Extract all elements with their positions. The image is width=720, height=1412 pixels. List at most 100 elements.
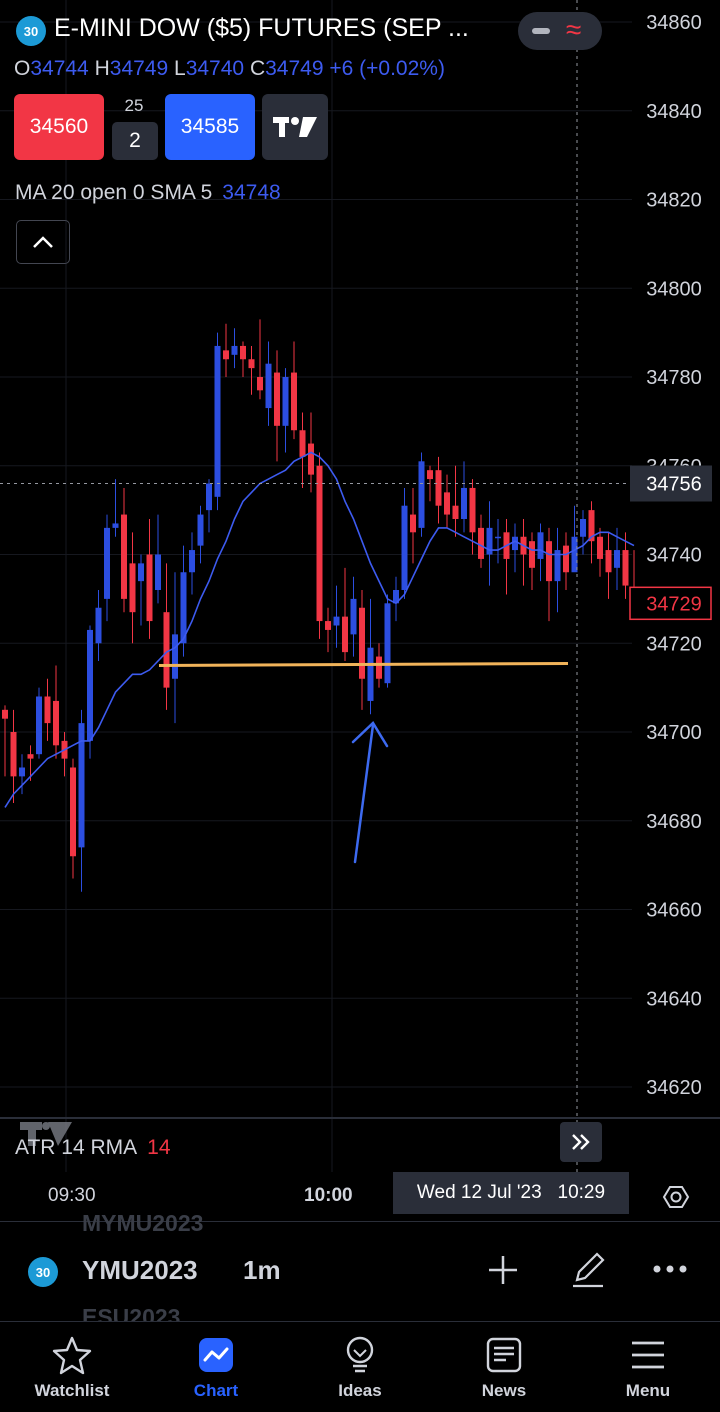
- lightbulb-icon: [346, 1336, 374, 1373]
- candle-body: [350, 598, 357, 635]
- candle-body: [240, 345, 246, 360]
- bottom-navigation: Watchlist Chart Ideas News Menu: [0, 1321, 720, 1412]
- chart-settings-button[interactable]: [662, 1183, 690, 1216]
- spread-value: 25: [124, 96, 144, 115]
- candle-body: [44, 696, 51, 724]
- candle-body: [206, 483, 212, 511]
- legend-toggle[interactable]: ≈: [518, 12, 602, 50]
- symbol-title[interactable]: E-MINI DOW ($5) FUTURES (SEP ...: [54, 14, 469, 42]
- buy-button[interactable]: 34585: [165, 94, 255, 160]
- previous-symbol[interactable]: MYMU2023: [82, 1210, 204, 1236]
- candle-body: [418, 461, 425, 528]
- plus-icon: [489, 1256, 517, 1284]
- last-price-label: 34729: [629, 586, 712, 621]
- price-tick-label: 34720: [646, 633, 702, 655]
- candle-body: [410, 514, 416, 533]
- candle-body: [495, 536, 501, 539]
- candle-body: [78, 723, 85, 848]
- candle-body: [478, 527, 484, 559]
- candle-body: [308, 443, 314, 475]
- candle-body: [291, 372, 297, 431]
- candle-body: [189, 550, 195, 573]
- candle-body: [333, 616, 340, 626]
- candle-body: [53, 700, 59, 746]
- nav-watchlist[interactable]: Watchlist: [0, 1322, 144, 1412]
- candle-body: [223, 350, 229, 360]
- nav-menu-label: Menu: [625, 1381, 671, 1400]
- price-tick-label: 34660: [646, 900, 702, 922]
- sell-button[interactable]: 34560: [14, 94, 104, 160]
- ohlc-values: O34744 H34749 L34740 C34749 +6 (+0.02%): [14, 57, 445, 80]
- candle-body: [316, 465, 323, 622]
- candle-body: [444, 492, 450, 515]
- add-button[interactable]: [486, 1253, 520, 1292]
- candle-body: [512, 536, 518, 551]
- candle-body: [376, 656, 382, 679]
- candle-body: [36, 696, 42, 755]
- crosshair-price-text: 34756: [646, 474, 702, 496]
- candle-body: [265, 363, 272, 409]
- candle-body: [571, 536, 578, 573]
- time-label-0930: 09:30: [48, 1185, 96, 1206]
- candle-body: [121, 514, 127, 599]
- candle-body: [427, 470, 433, 480]
- candle-body: [172, 634, 178, 679]
- nav-news-label: News: [481, 1381, 527, 1400]
- candle-body: [257, 377, 263, 391]
- scroll-to-realtime-button[interactable]: [560, 1122, 602, 1162]
- candle-body: [197, 514, 204, 546]
- chart-icon: [199, 1338, 233, 1372]
- price-tick-label: 34840: [646, 101, 702, 123]
- candle-body: [231, 345, 238, 355]
- drawing-tools-button[interactable]: [569, 1250, 609, 1295]
- candle-body: [597, 536, 603, 559]
- candles: [2, 319, 637, 892]
- candle-body: [299, 430, 306, 457]
- candle-body: [248, 359, 255, 369]
- support-line: [158, 661, 569, 667]
- collapse-legend-button[interactable]: [16, 220, 70, 264]
- nav-ideas-label: Ideas: [338, 1381, 382, 1400]
- price-tick-label: 34620: [646, 1077, 702, 1099]
- candle-body: [452, 505, 459, 519]
- crosshair-time-label: Wed 12 Jul '23 10:29: [393, 1172, 629, 1214]
- candle-body: [325, 621, 331, 630]
- price-tick-label: 34820: [646, 190, 702, 212]
- timeframe-selector[interactable]: 1m: [243, 1255, 281, 1285]
- candle-body: [537, 532, 544, 559]
- candle-body: [435, 470, 442, 506]
- nav-ideas[interactable]: Ideas: [288, 1322, 432, 1412]
- symbol-badge: 30: [16, 16, 46, 46]
- candle-body: [87, 629, 93, 741]
- candle-body: [180, 572, 187, 644]
- candle-body: [10, 732, 17, 777]
- price-tick-label: 34640: [646, 988, 702, 1010]
- price-tick-label: 34700: [646, 722, 702, 744]
- candle-body: [393, 590, 399, 604]
- price-tick-label: 34780: [646, 367, 702, 389]
- candle-body: [359, 607, 365, 679]
- price-tick-label: 34860: [646, 12, 702, 34]
- more-dots-icon: [653, 1265, 687, 1273]
- quantity-field[interactable]: 2: [112, 122, 158, 160]
- atr-legend[interactable]: ATR 14 RMA 14: [15, 1136, 171, 1159]
- next-symbol[interactable]: ESU2023: [82, 1304, 181, 1322]
- more-button[interactable]: [652, 1262, 688, 1280]
- candle-body: [554, 550, 561, 582]
- pen-icon: [573, 1252, 605, 1288]
- ma-legend[interactable]: MA 20 open 0 SMA 5 34748: [15, 181, 281, 204]
- nav-chart[interactable]: Chart: [144, 1322, 288, 1412]
- price-tick-label: 34800: [646, 278, 702, 300]
- menu-icon: [632, 1341, 664, 1369]
- symbol-selector[interactable]: YMU2023: [82, 1255, 198, 1285]
- nav-news[interactable]: News: [432, 1322, 576, 1412]
- wave-icon: ≈: [566, 14, 582, 45]
- news-icon: [486, 1337, 522, 1373]
- price-tick-label: 34680: [646, 811, 702, 833]
- nav-chart-label: Chart: [193, 1381, 239, 1400]
- nav-menu[interactable]: Menu: [576, 1322, 720, 1412]
- candle-body: [529, 541, 535, 568]
- tradingview-button[interactable]: [262, 94, 328, 160]
- candle-body: [274, 372, 280, 426]
